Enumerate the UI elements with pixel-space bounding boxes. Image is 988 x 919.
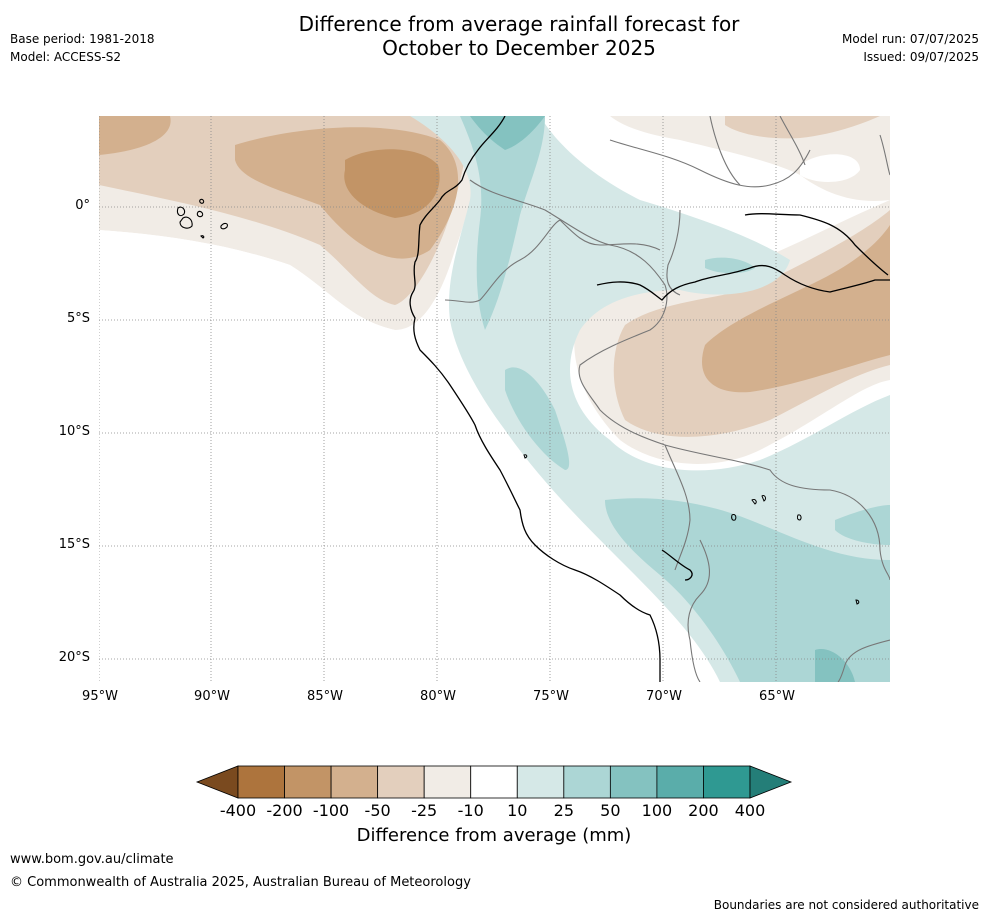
meta-right: Model run: 07/07/2025 Issued: 09/07/2025: [842, 30, 979, 66]
colorbar-cell: [470, 765, 518, 799]
north-wet-spot: [800, 154, 860, 182]
coastlines: [409, 116, 890, 682]
lon-tick-70w: 70°W: [646, 689, 682, 704]
colorbar-cell: [563, 765, 611, 799]
colorbar-label: 10: [507, 801, 528, 820]
colorbar-label: 50: [600, 801, 621, 820]
colorbar-cell: [656, 765, 704, 799]
amazon-dry-50-100: [702, 225, 890, 393]
colorbar-label: -50: [364, 801, 391, 820]
map-title: Difference from average rainfall forecas…: [194, 12, 844, 60]
lat-tick-0: 0°: [75, 198, 90, 213]
galapagos-islands: [176, 198, 228, 239]
colorbar-cell: [703, 765, 751, 799]
colorbar-cell: [516, 765, 565, 799]
andes-wet-25-50: [460, 116, 545, 330]
colorbar-cells: [237, 765, 751, 799]
coastal-wet-50-100: [470, 116, 545, 150]
model-run-text: Model run: 07/07/2025: [841, 32, 979, 46]
colorbar-cell: [423, 765, 472, 799]
lon-tick-95w: 95°W: [82, 689, 118, 704]
colorbar-extend-high: [749, 765, 793, 799]
pacific-dry-100-200: [344, 149, 440, 218]
lat-tick-15s: 15°S: [58, 537, 90, 552]
lon-tick-75w: 75°W: [533, 689, 569, 704]
country-borders: [444, 116, 890, 682]
colorbar-label: -100: [312, 801, 350, 820]
base-period-text: Base period: 1981-2018: [10, 32, 155, 46]
colorbar: [195, 765, 793, 799]
north-dry-25-50: [725, 116, 880, 139]
issued-text: Issued: 09/07/2025: [863, 50, 979, 64]
lat-tick-10s: 10°S: [58, 424, 90, 439]
colorbar-cell: [237, 765, 285, 799]
south-wet-25-50: [605, 498, 890, 682]
lon-tick-65w: 65°W: [759, 689, 795, 704]
colorbar-cell: [330, 765, 379, 799]
footer-url: www.bom.gov.au/climate: [10, 852, 174, 867]
colorbar-label: -200: [266, 801, 303, 820]
gridlines: [99, 116, 890, 682]
title-line-2: October to December 2025: [382, 36, 656, 60]
colorbar-label: 100: [641, 801, 673, 820]
map-plot-area: [99, 116, 890, 682]
colorbar-label: 400: [734, 801, 766, 820]
south-wet-50-100: [815, 649, 855, 682]
colorbar-label: -25: [411, 801, 438, 820]
title-line-1: Difference from average rainfall forecas…: [298, 12, 740, 36]
pacific-dry-50-100-west: [99, 116, 171, 155]
colorbar-label: 25: [553, 801, 574, 820]
lat-tick-20s: 20°S: [58, 650, 90, 665]
footer-copyright: © Commonwealth of Australia 2025, Austra…: [10, 875, 471, 890]
colorbar-label: -10: [457, 801, 484, 820]
lat-tick-5s: 5°S: [66, 311, 90, 326]
white-band-coast: [99, 230, 655, 682]
meta-left: Base period: 1981-2018 Model: ACCESS-S2: [10, 30, 155, 66]
colorbar-title: Difference from average (mm): [356, 825, 632, 846]
lon-tick-80w: 80°W: [420, 689, 456, 704]
lon-tick-85w: 85°W: [307, 689, 343, 704]
model-text: Model: ACCESS-S2: [10, 50, 122, 64]
colorbar-cell: [284, 765, 332, 799]
footer-disclaimer: Boundaries are not considered authoritat…: [713, 898, 979, 912]
east-wet-25-50: [835, 505, 890, 545]
lon-tick-90w: 90°W: [194, 689, 230, 704]
colorbar-cell: [609, 765, 658, 799]
colorbar-extend-low: [195, 765, 239, 799]
nepo-wet-25-50: [705, 257, 755, 274]
colorbar-label: -400: [219, 801, 257, 820]
central-wet-25-50: [505, 367, 570, 470]
colorbar-label: 200: [688, 801, 719, 820]
colorbar-cell: [377, 765, 425, 799]
lakes: [523, 454, 860, 605]
